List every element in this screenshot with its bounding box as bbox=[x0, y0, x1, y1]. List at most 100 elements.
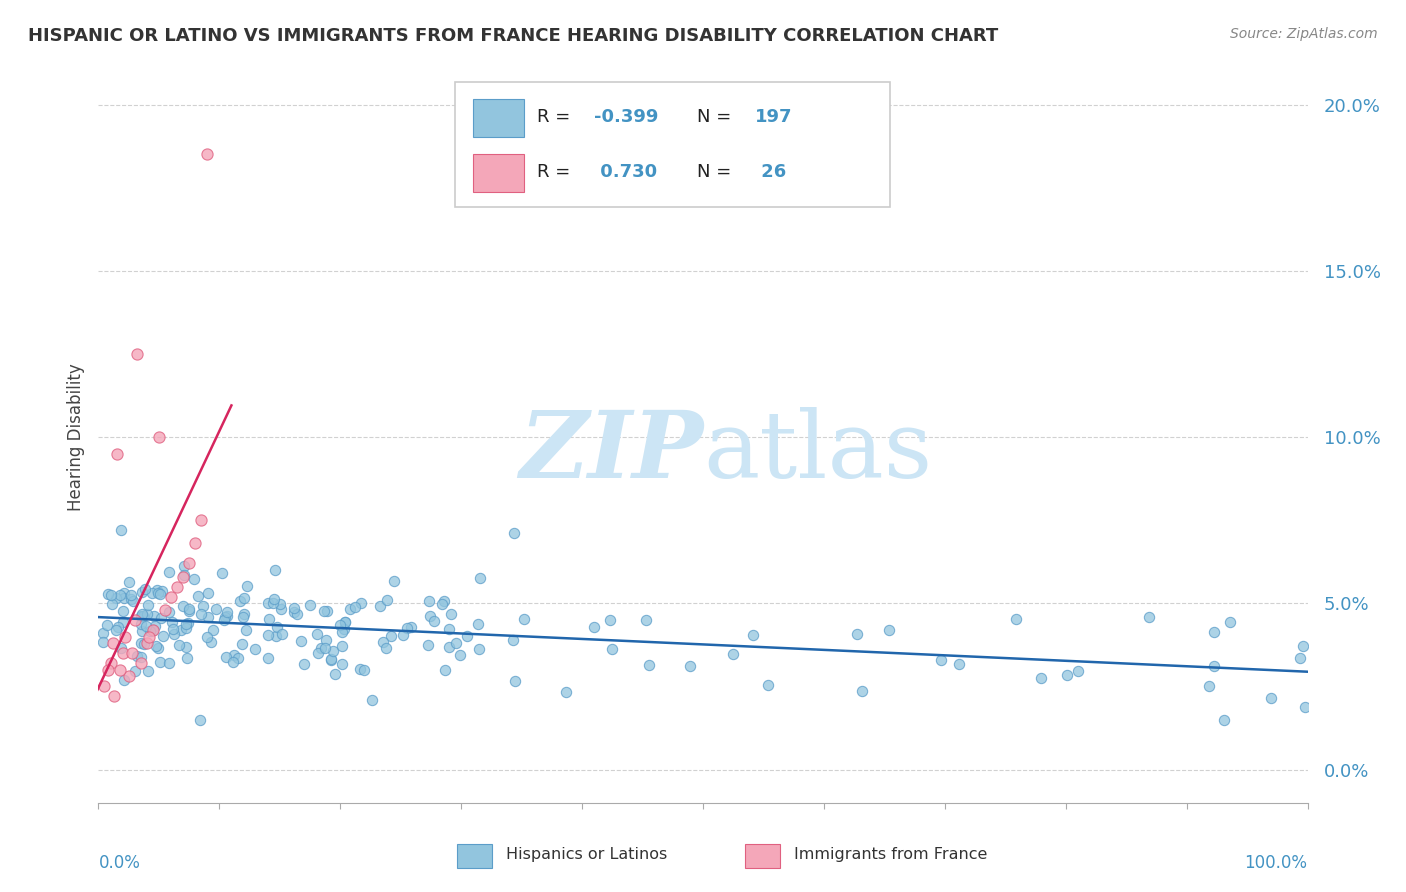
Point bbox=[333, 615, 356, 629]
Text: N =: N = bbox=[697, 109, 737, 127]
Point bbox=[440, 607, 463, 622]
Point bbox=[120, 592, 142, 607]
Point bbox=[1292, 639, 1315, 653]
Point bbox=[256, 628, 278, 642]
Point bbox=[353, 663, 375, 677]
Point bbox=[173, 568, 195, 582]
Point bbox=[129, 650, 152, 665]
Point bbox=[93, 680, 115, 694]
Point bbox=[135, 636, 157, 650]
Point bbox=[110, 523, 132, 537]
Point bbox=[309, 641, 332, 656]
Point bbox=[264, 563, 287, 577]
Point bbox=[120, 588, 142, 602]
Point bbox=[1260, 690, 1282, 705]
Point bbox=[723, 648, 745, 662]
Point bbox=[112, 615, 135, 629]
Point bbox=[100, 588, 122, 602]
Point bbox=[105, 623, 128, 637]
Point bbox=[231, 637, 253, 651]
Text: 197: 197 bbox=[755, 109, 793, 127]
Point bbox=[333, 615, 356, 629]
Text: HISPANIC OR LATINO VS IMMIGRANTS FROM FRANCE HEARING DISABILITY CORRELATION CHAR: HISPANIC OR LATINO VS IMMIGRANTS FROM FR… bbox=[28, 27, 998, 45]
Point bbox=[1067, 664, 1090, 678]
Point bbox=[1212, 713, 1234, 727]
Point bbox=[468, 571, 491, 585]
Point bbox=[157, 605, 180, 619]
Point bbox=[146, 640, 169, 655]
Point bbox=[513, 612, 536, 626]
Point bbox=[195, 630, 218, 644]
Point bbox=[131, 624, 153, 638]
Point bbox=[283, 605, 305, 619]
Point bbox=[1219, 615, 1241, 629]
Point bbox=[205, 602, 228, 616]
Point bbox=[183, 572, 205, 586]
Point bbox=[112, 585, 135, 599]
Point bbox=[554, 684, 576, 698]
Point bbox=[877, 623, 900, 637]
Point bbox=[257, 651, 280, 665]
Point bbox=[1294, 700, 1316, 714]
Point bbox=[222, 648, 245, 662]
Point bbox=[93, 626, 115, 640]
Point bbox=[349, 662, 371, 676]
Point bbox=[131, 607, 153, 621]
Point bbox=[160, 615, 183, 629]
Point bbox=[396, 621, 419, 635]
Point bbox=[380, 629, 402, 643]
Point bbox=[502, 633, 524, 648]
Point bbox=[329, 618, 352, 632]
Point bbox=[153, 603, 176, 617]
Y-axis label: Hearing Disability: Hearing Disability bbox=[66, 363, 84, 511]
Point bbox=[226, 650, 249, 665]
Point bbox=[1204, 624, 1226, 639]
Point bbox=[105, 447, 128, 461]
Point bbox=[433, 594, 456, 608]
Point bbox=[132, 609, 155, 624]
Point bbox=[124, 613, 146, 627]
Point bbox=[298, 598, 321, 612]
Point bbox=[948, 657, 970, 671]
Point bbox=[117, 574, 139, 589]
Point bbox=[437, 622, 460, 636]
Point bbox=[202, 624, 225, 638]
Point bbox=[269, 597, 291, 611]
Text: Immigrants from France: Immigrants from France bbox=[794, 847, 988, 862]
Point bbox=[149, 587, 172, 601]
Point bbox=[259, 612, 281, 626]
Point bbox=[143, 609, 166, 624]
Point bbox=[200, 634, 222, 648]
Point bbox=[111, 646, 134, 660]
Point bbox=[263, 592, 285, 607]
Point bbox=[339, 602, 361, 616]
Point bbox=[285, 607, 308, 622]
Point bbox=[176, 651, 198, 665]
Point bbox=[179, 557, 201, 571]
Point bbox=[173, 559, 195, 574]
Point bbox=[314, 604, 336, 618]
Text: 26: 26 bbox=[755, 163, 786, 181]
Point bbox=[141, 586, 163, 600]
Point bbox=[382, 574, 405, 588]
Point bbox=[104, 591, 127, 606]
Point bbox=[467, 642, 489, 657]
Point bbox=[177, 604, 200, 618]
Point bbox=[322, 644, 344, 658]
Point bbox=[110, 588, 132, 602]
Text: 100.0%: 100.0% bbox=[1244, 854, 1308, 872]
Point bbox=[430, 597, 453, 611]
Point bbox=[929, 653, 952, 667]
Point bbox=[319, 653, 342, 667]
Point bbox=[266, 620, 288, 634]
Point bbox=[678, 659, 700, 673]
Point bbox=[188, 713, 211, 727]
Point bbox=[103, 690, 125, 704]
Point bbox=[96, 618, 118, 632]
Point bbox=[232, 610, 254, 624]
Point bbox=[135, 619, 157, 633]
Point bbox=[222, 655, 245, 669]
Point bbox=[195, 147, 218, 161]
Point bbox=[741, 627, 763, 641]
Point bbox=[307, 647, 329, 661]
